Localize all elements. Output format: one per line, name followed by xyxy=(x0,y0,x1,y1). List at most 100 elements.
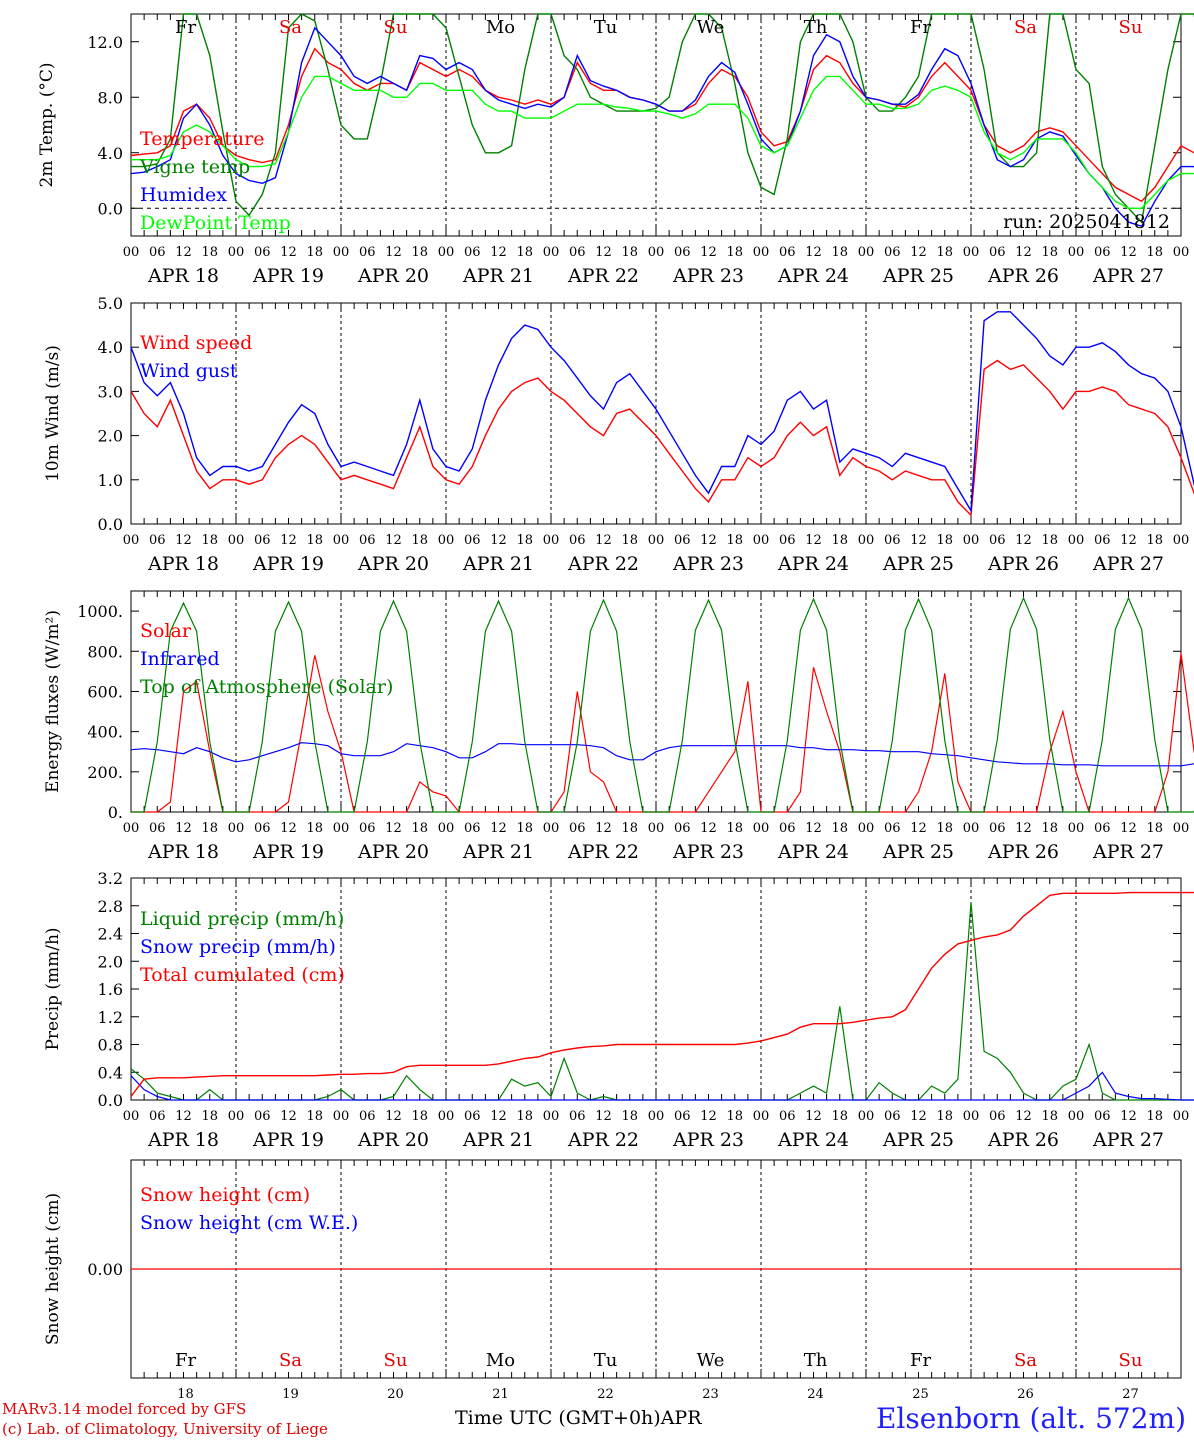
hour-label: 06 xyxy=(464,533,481,548)
y-tick-label: 0.0 xyxy=(98,199,123,218)
hour-label: 00 xyxy=(858,821,875,836)
hour-label: 12 xyxy=(490,1109,507,1124)
hour-label: 18 xyxy=(1146,533,1163,548)
hour-label: 18 xyxy=(831,245,848,260)
hour-label: 12 xyxy=(1120,1109,1137,1124)
hour-label: 12 xyxy=(1120,245,1137,260)
hour-label: 18 xyxy=(516,533,533,548)
weekday-label: We xyxy=(697,1350,725,1371)
hour-label: 00 xyxy=(1173,245,1190,260)
run-label: run: 2025041812 xyxy=(1003,211,1170,233)
hour-label: 00 xyxy=(1068,245,1085,260)
hour-label: 06 xyxy=(989,533,1006,548)
hour-label: 00 xyxy=(123,245,140,260)
hour-label: 06 xyxy=(254,821,271,836)
hour-label: 12 xyxy=(910,1109,927,1124)
hour-label: 06 xyxy=(674,1109,691,1124)
hour-label: 18 xyxy=(621,821,638,836)
hour-label: 18 xyxy=(1041,245,1058,260)
hour-label: 00 xyxy=(228,245,245,260)
weekday-label: Th xyxy=(804,17,828,38)
y-tick-label: 2.0 xyxy=(98,952,123,971)
hour-label: 18 xyxy=(621,533,638,548)
hour-label: 12 xyxy=(805,1109,822,1124)
hour-label: 06 xyxy=(569,1109,586,1124)
hour-label: 00 xyxy=(858,533,875,548)
y-tick-label: 4.0 xyxy=(98,144,123,163)
weekday-label: Fr xyxy=(910,17,931,38)
date-label: APR 26 xyxy=(987,265,1059,287)
weekday-label: Tu xyxy=(594,17,618,38)
hour-label: 12 xyxy=(595,245,612,260)
legend-entry: Wind gust xyxy=(140,360,238,382)
hour-label: 00 xyxy=(123,1109,140,1124)
date-label: APR 25 xyxy=(882,841,954,863)
date-label: APR 19 xyxy=(252,553,324,575)
hour-label: 06 xyxy=(779,821,796,836)
hour-label: 00 xyxy=(858,245,875,260)
hour-label: 06 xyxy=(149,533,166,548)
hour-label: 18 xyxy=(201,533,218,548)
day-number-label: 25 xyxy=(912,1387,929,1402)
series-line xyxy=(131,653,1194,813)
hour-label: 12 xyxy=(385,1109,402,1124)
hour-label: 18 xyxy=(411,821,428,836)
hour-label: 06 xyxy=(464,245,481,260)
hour-label: 18 xyxy=(726,245,743,260)
hour-label: 18 xyxy=(621,1109,638,1124)
hour-label: 06 xyxy=(569,821,586,836)
hour-label: 12 xyxy=(175,245,192,260)
hour-label: 06 xyxy=(884,821,901,836)
hour-label: 00 xyxy=(1068,533,1085,548)
hour-label: 12 xyxy=(175,533,192,548)
weekday-label: Mo xyxy=(486,1350,515,1371)
hour-label: 12 xyxy=(595,821,612,836)
date-label: APR 23 xyxy=(672,841,744,863)
hour-label: 00 xyxy=(648,245,665,260)
legend-entry: Liquid precip (mm/h) xyxy=(140,908,344,930)
hour-label: 12 xyxy=(910,533,927,548)
hour-label: 00 xyxy=(228,533,245,548)
hour-label: 12 xyxy=(805,533,822,548)
hour-label: 06 xyxy=(359,245,376,260)
hour-label: 06 xyxy=(359,533,376,548)
hour-label: 12 xyxy=(490,533,507,548)
y-tick-label: 0.0 xyxy=(98,515,123,534)
date-label: APR 25 xyxy=(882,265,954,287)
hour-label: 00 xyxy=(963,245,980,260)
y-tick-label: 400. xyxy=(87,723,123,742)
hour-label: 00 xyxy=(333,245,350,260)
hour-label: 00 xyxy=(543,1109,560,1124)
hour-label: 06 xyxy=(989,1109,1006,1124)
series-line xyxy=(130,359,1194,517)
hour-label: 18 xyxy=(726,1109,743,1124)
y-tick-label: 1000. xyxy=(77,602,123,621)
y-tick-label: 2.8 xyxy=(98,897,123,916)
date-label: APR 24 xyxy=(777,553,849,575)
y-tick-label: 1.6 xyxy=(98,980,123,999)
station-name: Elsenborn (alt. 572m) xyxy=(875,1402,1186,1435)
hour-label: 00 xyxy=(858,1109,875,1124)
date-label: APR 26 xyxy=(987,553,1059,575)
hour-label: 18 xyxy=(936,1109,953,1124)
date-label: APR 24 xyxy=(777,841,849,863)
hour-label: 18 xyxy=(621,245,638,260)
hour-label: 18 xyxy=(831,533,848,548)
hour-label: 12 xyxy=(175,821,192,836)
hour-label: 06 xyxy=(1094,1109,1111,1124)
hour-label: 12 xyxy=(280,821,297,836)
y-axis-label: Snow height (cm) xyxy=(43,1193,63,1345)
hour-label: 18 xyxy=(1041,533,1058,548)
hour-label: 06 xyxy=(464,1109,481,1124)
weekday-label: Fr xyxy=(175,17,196,38)
legend-entry: Humidex xyxy=(140,184,227,206)
hour-label: 12 xyxy=(175,1109,192,1124)
hour-label: 00 xyxy=(333,533,350,548)
y-tick-label: 2.0 xyxy=(98,427,123,446)
hour-label: 12 xyxy=(700,245,717,260)
date-label: APR 21 xyxy=(462,553,534,575)
series-line xyxy=(131,75,1194,210)
hour-label: 00 xyxy=(228,821,245,836)
legend-entry: Snow height (cm) xyxy=(140,1184,310,1206)
